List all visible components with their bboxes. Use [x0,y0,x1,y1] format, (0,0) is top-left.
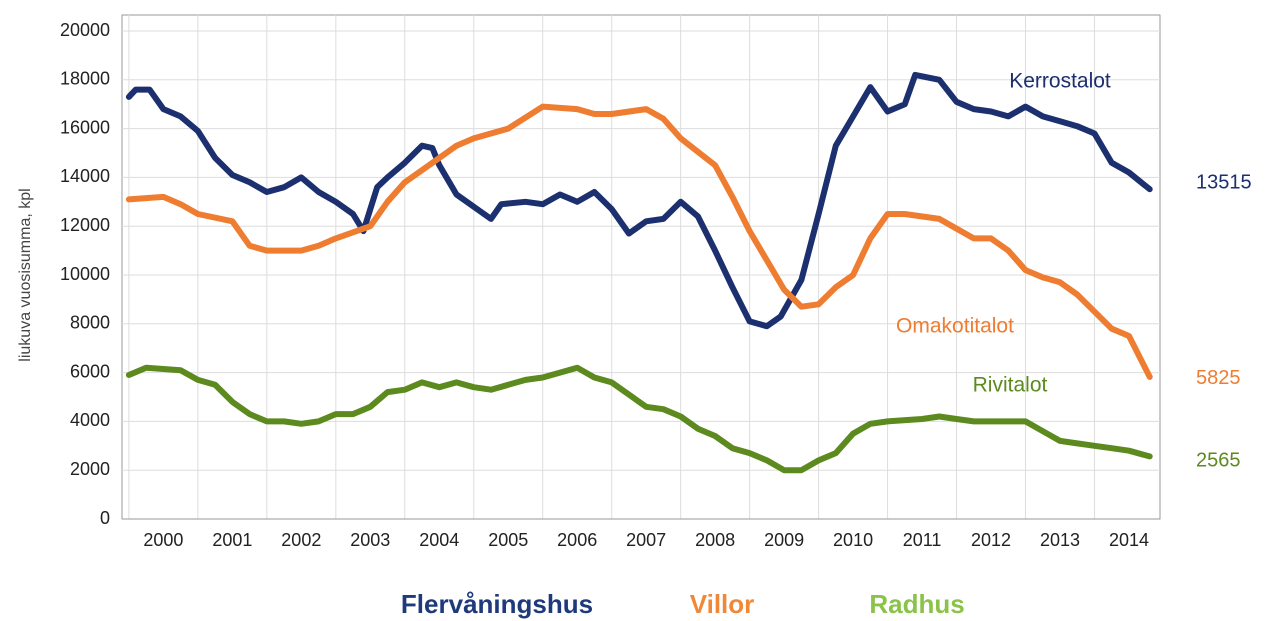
y-tick-label: 6000 [70,361,110,381]
legend-entry: Flervåningshus [401,589,593,619]
x-tick-label: 2014 [1109,530,1149,550]
legend-entry: Radhus [869,589,964,619]
y-tick-label: 18000 [60,69,110,89]
series-label: Kerrostalot [1009,70,1111,93]
x-tick-label: 2011 [903,530,942,550]
line [125,364,1153,474]
y-tick-label: 8000 [70,313,110,333]
x-tick-label: 2006 [557,530,597,550]
end-value-label: 2565 [1196,450,1241,472]
plot-area [121,14,1161,520]
series-label: Omakotitalot [896,315,1014,338]
x-tick-label: 2012 [971,530,1011,550]
x-tick-label: 2002 [281,530,321,550]
x-tick-label: 2009 [764,530,804,550]
x-tick-label: 2000 [143,530,183,550]
x-tick-label: 2008 [695,530,735,550]
end-value-label: 5825 [1196,367,1241,389]
y-axis-label: liukuva vuosisumma, kpl [17,188,34,361]
y-tick-label: 0 [100,508,110,528]
x-tick-label: 2005 [488,530,528,550]
line [125,103,1153,380]
y-tick-label: 20000 [60,20,110,40]
y-tick-label: 10000 [60,264,110,284]
y-tick-label: 4000 [70,410,110,430]
y-tick-label: 14000 [60,166,110,186]
x-tick-label: 2013 [1040,530,1080,550]
line [125,71,1153,330]
y-tick-label: 12000 [60,215,110,235]
y-tick-label: 2000 [70,459,110,479]
x-tick-label: 2010 [833,530,873,550]
x-tick-label: 2003 [350,530,390,550]
y-tick-label: 16000 [60,117,110,137]
legend-entry: Villor [690,589,755,619]
x-tick-label: 2004 [419,530,459,550]
x-tick-label: 2001 [212,530,252,550]
series-label: Rivitalot [973,374,1048,397]
x-tick-label: 2007 [626,530,666,550]
end-value-label: 13515 [1196,172,1252,194]
